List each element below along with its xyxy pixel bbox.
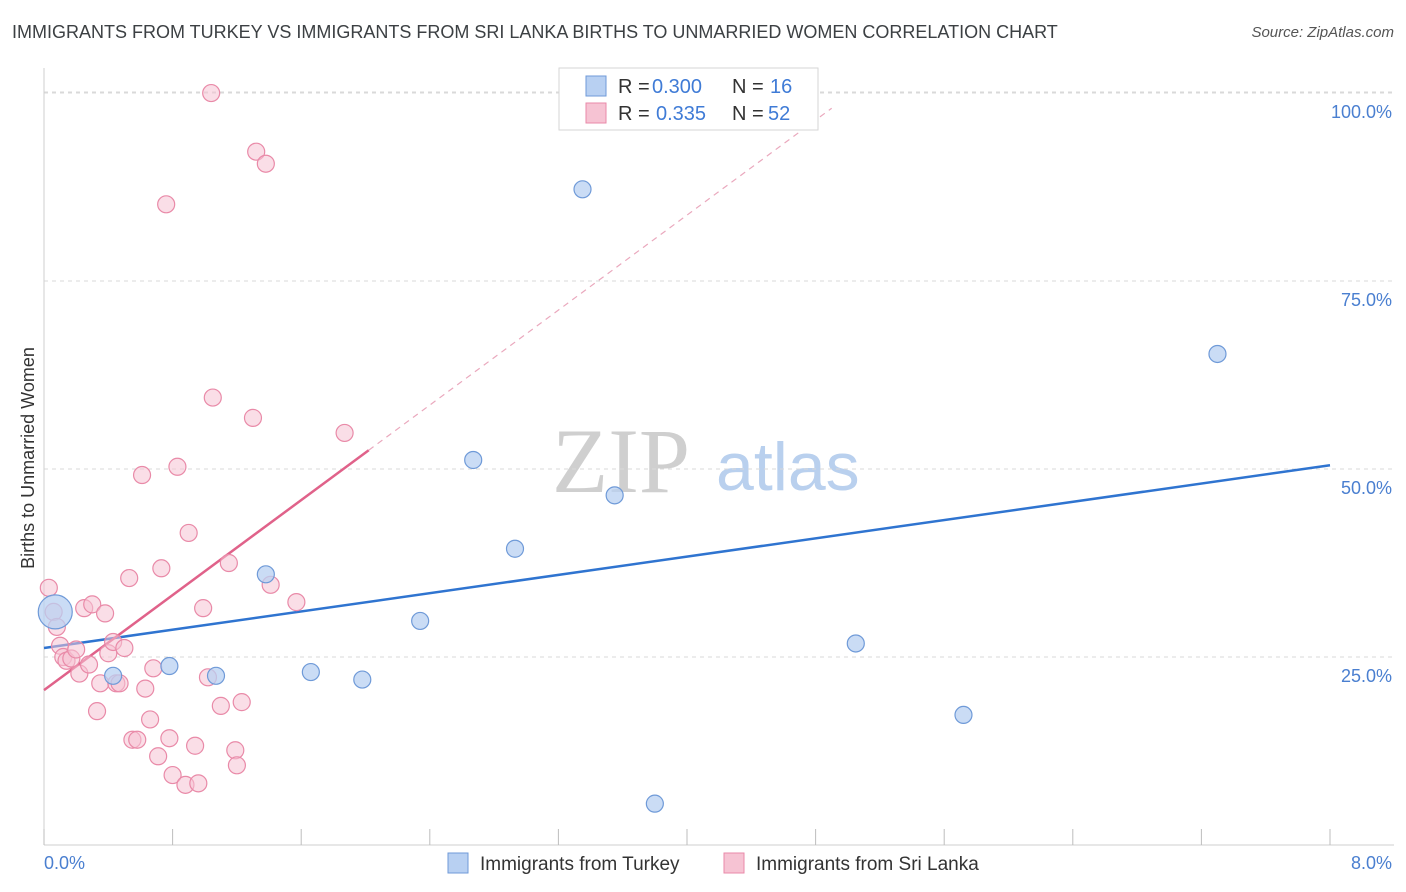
- axes: [43, 68, 1394, 846]
- point-srilanka-28: [152, 559, 171, 578]
- point-srilanka-46: [243, 408, 263, 427]
- trend-line-srilanka: [43, 449, 370, 692]
- point-srilanka-44: [227, 756, 246, 775]
- point-srilanka-43: [226, 741, 245, 760]
- watermark-atlas: atlas: [716, 429, 860, 505]
- gridlines: [44, 91, 1394, 658]
- point-srilanka-39: [202, 83, 221, 103]
- point-srilanka-7: [67, 640, 86, 659]
- point-turkey-12: [645, 794, 664, 813]
- point-srilanka-40: [203, 388, 222, 407]
- point-srilanka-42: [219, 553, 238, 573]
- y-tick-label-100: 100.0%: [1331, 102, 1392, 122]
- point-srilanka-26: [144, 659, 163, 678]
- point-turkey-9: [505, 539, 525, 558]
- source-credit: Source: ZipAtlas.com: [1251, 24, 1394, 41]
- data-points: [37, 83, 1227, 813]
- point-srilanka-48: [256, 154, 275, 173]
- trend-line-turkey: [43, 464, 1331, 650]
- bottom-legend-swatch-srilanka: [723, 852, 745, 874]
- y-axis-label: Births to Unmarried Women: [18, 347, 38, 569]
- legend-turkey-n-label: N =: [732, 76, 764, 98]
- point-turkey-8: [464, 450, 483, 470]
- point-srilanka-23: [132, 465, 152, 485]
- point-srilanka-11: [83, 595, 102, 614]
- legend-swatch-srilanka: [585, 102, 607, 124]
- x-tick-label-min: 0.0%: [44, 853, 85, 873]
- point-turkey-3: [206, 666, 226, 685]
- y-tick-label-75: 75.0%: [1341, 290, 1392, 310]
- legend-turkey-r-label: R =: [618, 76, 650, 98]
- legend-srilanka-r-label: R =: [618, 103, 650, 125]
- point-turkey-5: [301, 662, 320, 682]
- point-srilanka-36: [189, 774, 208, 793]
- series-legend: Immigrants from Turkey Immigrants from S…: [447, 852, 979, 875]
- point-srilanka-29: [157, 195, 176, 214]
- point-turkey-4: [256, 565, 275, 584]
- point-srilanka-14: [95, 604, 115, 623]
- point-turkey-11: [605, 486, 624, 505]
- y-tick-labels: 25.0% 50.0% 75.0% 100.0%: [1331, 102, 1392, 686]
- point-srilanka-24: [136, 679, 155, 698]
- legend-turkey-n-value: 16: [770, 76, 792, 98]
- y-tick-label-25: 25.0%: [1341, 666, 1392, 686]
- point-turkey-7: [411, 611, 430, 631]
- point-srilanka-25: [140, 710, 160, 729]
- x-tick-label-max: 8.0%: [1351, 853, 1392, 873]
- point-srilanka-20: [120, 568, 139, 588]
- point-srilanka-41: [211, 696, 230, 715]
- bottom-legend-turkey: Immigrants from Turkey: [480, 854, 680, 875]
- x-ticks: [43, 829, 1331, 845]
- trend-extension-srilanka: [368, 107, 833, 451]
- point-turkey-13: [846, 634, 865, 653]
- point-srilanka-12: [87, 702, 107, 721]
- legend-srilanka-r-value: 0.335: [656, 103, 706, 125]
- watermark: ZIP atlas: [552, 410, 860, 512]
- point-srilanka-10: [79, 655, 99, 674]
- point-srilanka-50: [287, 593, 306, 612]
- point-srilanka-19: [115, 638, 134, 658]
- point-srilanka-0: [39, 578, 58, 597]
- legend-turkey-r-value: 0.300: [652, 76, 702, 98]
- trend-lines: [43, 107, 1331, 692]
- point-turkey-1: [104, 666, 123, 685]
- point-turkey-0: [37, 594, 73, 630]
- legend-srilanka-n-label: N =: [732, 103, 764, 125]
- point-srilanka-32: [168, 457, 187, 476]
- legend-swatch-turkey: [585, 75, 607, 97]
- y-tick-label-50: 50.0%: [1341, 478, 1392, 498]
- point-srilanka-31: [163, 765, 182, 785]
- chart-title: IMMIGRANTS FROM TURKEY VS IMMIGRANTS FRO…: [12, 22, 1058, 42]
- point-srilanka-34: [179, 523, 198, 543]
- legend-srilanka-n-value: 52: [768, 103, 790, 125]
- point-turkey-14: [954, 705, 973, 725]
- point-srilanka-22: [128, 730, 147, 749]
- point-srilanka-47: [247, 142, 266, 161]
- point-srilanka-27: [149, 747, 168, 766]
- stats-legend: R = 0.300 N = 16 R = 0.335 N = 52: [558, 67, 819, 131]
- point-srilanka-37: [194, 599, 213, 618]
- point-turkey-10: [573, 180, 592, 199]
- bottom-legend-srilanka: Immigrants from Sri Lanka: [756, 854, 979, 875]
- point-srilanka-45: [232, 693, 251, 712]
- point-srilanka-35: [186, 736, 205, 755]
- point-turkey-2: [160, 656, 179, 676]
- bottom-legend-swatch-turkey: [447, 852, 469, 874]
- point-srilanka-30: [160, 729, 179, 748]
- point-srilanka-51: [335, 423, 354, 443]
- point-turkey-15: [1208, 344, 1227, 364]
- point-turkey-6: [353, 670, 372, 689]
